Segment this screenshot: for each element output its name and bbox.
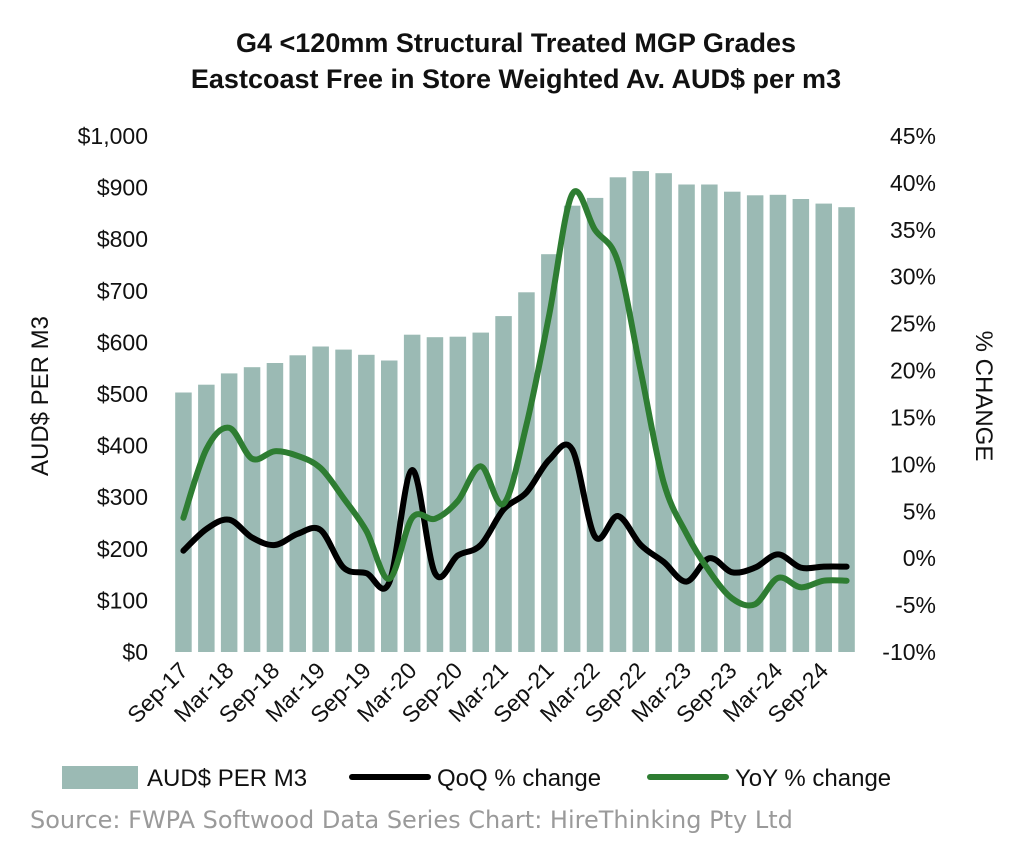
bar-Mar-19: [312, 346, 329, 652]
legend-label-yoy: YoY % change: [735, 765, 891, 792]
y-tick-label: $0: [122, 639, 148, 665]
bar-Sep-22: [632, 171, 649, 652]
y2-tick-label: 0%: [903, 545, 936, 571]
y2-tick-label: -5%: [895, 592, 936, 618]
bar-Dec-23: [746, 195, 764, 653]
bar-Sep-24: [815, 203, 832, 652]
chart-title-line-2: Eastcoast Free in Store Weighted Av. AUD…: [191, 64, 841, 94]
legend-label-aud: AUD$ PER M3: [147, 765, 307, 792]
bar-Sep-17: [175, 392, 192, 652]
y2-axis-title: % CHANGE: [970, 331, 997, 462]
bar-Dec-18: [289, 355, 306, 652]
bar-Sep-21: [541, 254, 558, 652]
bar-Jun-22: [609, 177, 627, 653]
bar-Sep-23: [724, 191, 741, 652]
bar-Sep-20: [449, 336, 467, 652]
y-tick-label: $400: [97, 433, 148, 459]
bar-Dec-19: [381, 360, 398, 652]
y2-tick-label: 15%: [890, 405, 936, 431]
bar-Sep-18: [266, 363, 284, 652]
legend-label-qoq: QoQ % change: [437, 765, 601, 792]
y2-tick-label: 45%: [890, 123, 936, 149]
y-tick-label: $600: [97, 329, 148, 355]
y2-tick-label: 10%: [890, 451, 936, 477]
y-tick-label: $500: [97, 381, 148, 407]
y-tick-label: $700: [97, 278, 148, 304]
line-qoq-change: [180, 441, 850, 592]
bar-Mar-22: [586, 197, 604, 652]
line-series-group: [180, 188, 850, 609]
y2-tick-label: 25%: [890, 311, 936, 337]
legend-swatch-aud: [62, 766, 138, 789]
y2-tick-label: 20%: [890, 358, 936, 384]
bar-Mar-20: [403, 334, 421, 652]
y2-tick-label: 35%: [890, 217, 936, 243]
y-axis-title: AUD$ PER M3: [27, 316, 54, 476]
left-axis-ticks: $0 $100 $200 $300 $400 $500 $600 $700 $800 $900 $1…: [78, 123, 148, 665]
bar-Mar-18: [220, 373, 238, 652]
bar-series-aud: [175, 171, 855, 653]
bar-Dec-21: [563, 205, 581, 652]
y2-tick-label: 30%: [890, 264, 936, 290]
bar-Jun-24: [792, 199, 810, 652]
line-yoy-change: [180, 188, 850, 609]
x-axis-ticks: Sep-17Mar-18Sep-18Mar-19Sep-19Mar-20Sep-…: [122, 657, 833, 728]
bar-Jun-23: [701, 184, 718, 652]
y-tick-label: $1,000: [78, 123, 148, 149]
bar-Jun-21: [518, 292, 535, 652]
y-tick-label: $800: [97, 226, 148, 252]
bar-Jun-20: [426, 337, 444, 652]
bar-Dec-24: [838, 207, 855, 652]
y-tick-label: $900: [97, 175, 148, 201]
bar-Dec-22: [655, 173, 672, 652]
y2-tick-label: -10%: [882, 639, 936, 665]
chart-title-line-1: G4 <120mm Structural Treated MGP Grades: [236, 28, 796, 58]
bar-Mar-24: [769, 194, 787, 653]
bar-Dec-17: [198, 384, 215, 652]
bar-Dec-20: [472, 332, 489, 652]
bar-Jun-18: [243, 367, 261, 652]
bar-Sep-19: [358, 354, 375, 652]
bar-Mar-21: [495, 316, 512, 652]
legend: AUD$ PER M3 QoQ % change YoY % change: [62, 765, 891, 792]
right-axis-ticks: -10% -5% 0% 5% 10% 15% 20% 25% 30% 35% 40% 45%: [882, 123, 936, 665]
bar-Mar-23: [678, 184, 695, 652]
y2-tick-label: 5%: [903, 498, 936, 524]
source-note: Source: FWPA Softwood Data Series Chart:…: [30, 806, 793, 834]
y2-tick-label: 40%: [890, 170, 936, 196]
y-tick-label: $300: [97, 484, 148, 510]
y-tick-label: $200: [97, 536, 148, 562]
y-tick-label: $100: [97, 587, 148, 613]
